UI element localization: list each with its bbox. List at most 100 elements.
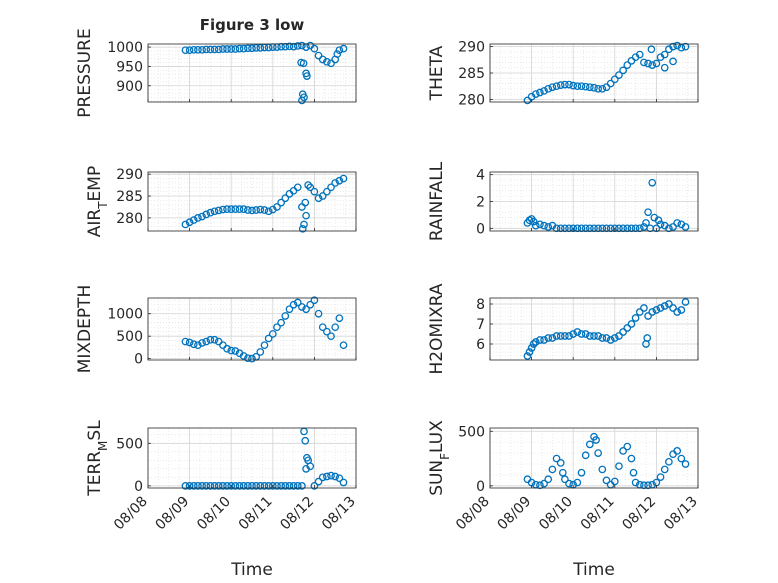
x-tick-label: 08/13 (661, 494, 701, 534)
y-axis-label: H2OMIXRA (427, 283, 447, 374)
data-point (210, 482, 219, 490)
data-point (627, 224, 636, 233)
y-tick-label: 290 (116, 167, 143, 183)
data-point (665, 300, 673, 308)
data-point (277, 42, 285, 51)
data-point (318, 473, 327, 482)
data-point (577, 82, 586, 91)
data-point (214, 206, 223, 215)
data-point (331, 323, 340, 332)
data-point (629, 468, 638, 477)
data-point (298, 303, 306, 311)
x-tick-label: 08/11 (236, 494, 276, 534)
data-point (644, 208, 652, 217)
data-point (615, 462, 623, 471)
data-point (281, 42, 290, 51)
data-point (556, 332, 565, 340)
data-point (631, 314, 640, 322)
data-point (194, 482, 202, 490)
data-point (573, 478, 582, 487)
y-tick-label: 0 (134, 352, 143, 368)
data-point (243, 206, 252, 214)
axes-box (147, 427, 357, 489)
x-tick-label: 08/12 (277, 494, 317, 534)
data-point (565, 479, 573, 488)
data-point (548, 465, 557, 474)
data-point (619, 224, 627, 233)
y-tick-label: 280 (116, 211, 143, 227)
x-tick-label: 08/09 (153, 494, 193, 534)
data-point (260, 341, 269, 350)
data-point (615, 224, 623, 233)
data-point (527, 344, 536, 352)
data-point (302, 305, 310, 314)
data-point (323, 57, 331, 66)
data-point (299, 59, 308, 68)
data-point (210, 335, 219, 344)
x-tick-label: 08/12 (619, 494, 659, 534)
data-point (181, 482, 190, 490)
data-point (248, 206, 256, 215)
data-point (536, 220, 544, 229)
data-point (627, 320, 636, 328)
plot-area (148, 172, 356, 231)
data-point (318, 323, 327, 332)
data-point (619, 66, 627, 75)
data-point (656, 220, 665, 229)
data-point (194, 214, 202, 222)
data-point (644, 481, 652, 490)
data-point (669, 304, 677, 312)
data-point (556, 224, 565, 233)
data-point (590, 332, 598, 340)
data-point (202, 482, 211, 490)
data-point (529, 340, 538, 348)
data-point (277, 318, 285, 327)
data-point (339, 174, 348, 183)
y-axis-label: THETA (427, 45, 447, 101)
y-tick-label: 0 (476, 479, 485, 495)
data-point (536, 481, 544, 490)
data-point (536, 88, 544, 97)
data-point (556, 81, 565, 89)
data-point (285, 305, 294, 314)
data-point (206, 335, 215, 344)
y-tick-label: 500 (116, 329, 143, 345)
data-point (303, 72, 311, 80)
data-point (531, 338, 540, 346)
data-point (644, 59, 652, 68)
data-point (615, 71, 623, 79)
y-tick-label: 950 (116, 59, 143, 75)
data-point (281, 194, 290, 203)
data-point (227, 482, 236, 490)
data-point (635, 50, 644, 59)
data-point (540, 221, 548, 230)
data-point (189, 216, 198, 224)
y-tick-label: 500 (116, 436, 143, 452)
data-point (273, 482, 281, 490)
data-point (561, 332, 569, 340)
data-point (577, 224, 586, 233)
data-point (660, 63, 669, 72)
data-point (590, 83, 598, 92)
data-point (202, 45, 211, 54)
data-point (665, 224, 673, 233)
data-point (219, 482, 227, 490)
data-point (552, 224, 561, 233)
data-point (314, 477, 323, 486)
data-point (677, 306, 686, 314)
data-point (640, 481, 648, 490)
data-point (548, 334, 557, 342)
data-point (273, 323, 281, 332)
data-point (561, 475, 569, 484)
data-point (277, 482, 285, 490)
data-point (318, 55, 327, 64)
data-point (300, 220, 308, 229)
data-point (602, 224, 611, 233)
data-point (293, 183, 302, 192)
data-point (660, 302, 669, 310)
y-tick-label: 1000 (107, 307, 143, 323)
data-point (306, 462, 315, 471)
data-point (647, 45, 656, 54)
